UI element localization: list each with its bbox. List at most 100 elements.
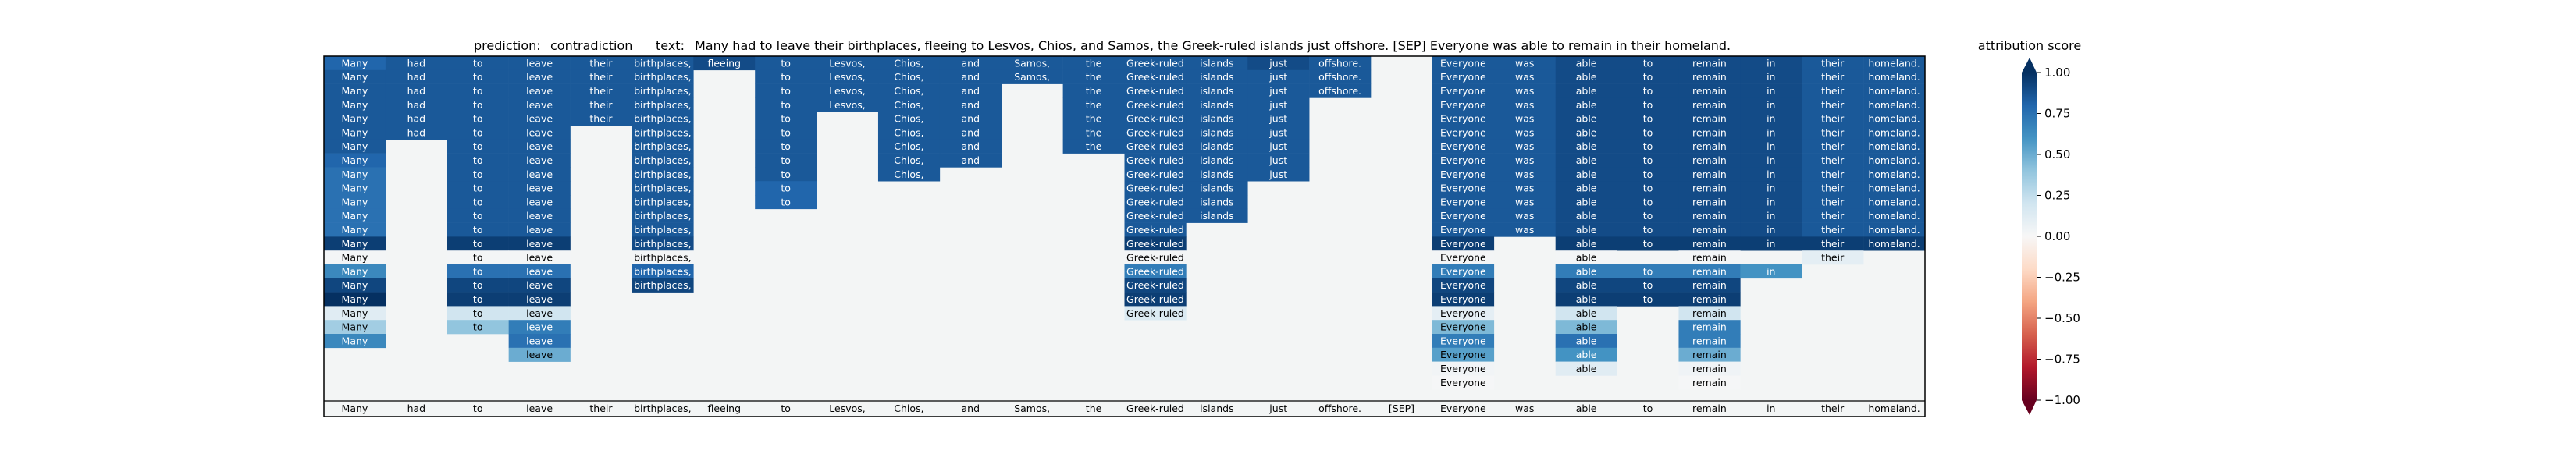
heatmap-cell-label: their <box>1821 140 1845 152</box>
heatmap-cell-label: the <box>1086 85 1102 97</box>
heatmap-cell <box>1740 236 1802 251</box>
text-label: text: <box>656 38 685 53</box>
heatmap-cell <box>1863 139 1926 154</box>
heatmap-cell <box>1863 112 1926 126</box>
heatmap-cell <box>1555 112 1617 126</box>
heatmap-cell-label: to <box>781 183 791 194</box>
heatmap-cell <box>385 56 448 71</box>
heatmap-cell-label: homeland. <box>1868 140 1920 152</box>
heatmap-cell-label: to <box>473 168 483 180</box>
heatmap-cell <box>755 167 817 182</box>
heatmap-cell-label: was <box>1515 154 1534 166</box>
heatmap-cell-label: and <box>962 113 980 125</box>
heatmap-cell <box>939 98 1002 112</box>
heatmap-cell <box>632 195 694 210</box>
heatmap-cell <box>1432 264 1495 279</box>
heatmap-cell-label: in <box>1767 126 1775 138</box>
heatmap-cell-label: islands <box>1200 99 1234 111</box>
heatmap-cell-label: Everyone <box>1440 196 1486 207</box>
heatmap-cell <box>1863 236 1926 251</box>
colorbar-extend-top <box>2022 58 2037 73</box>
heatmap-cell <box>1432 83 1495 98</box>
heatmap-cell-label: Greek-ruled <box>1126 265 1184 277</box>
heatmap-cell-label: leave <box>526 154 553 166</box>
heatmap-cell <box>632 126 694 140</box>
heatmap-cell-label: birthplaces, <box>634 196 692 207</box>
heatmap-cell-label: to <box>1643 196 1653 207</box>
heatmap-cell-label: their <box>589 71 613 83</box>
heatmap-cell <box>1678 320 1741 335</box>
heatmap-cell-label: Everyone <box>1440 265 1486 277</box>
heatmap-cell-label: islands <box>1200 113 1234 125</box>
heatmap-cell-label: remain <box>1692 57 1727 69</box>
heatmap-cell-label: had <box>407 71 426 83</box>
heatmap-cell <box>324 181 386 196</box>
heatmap-cell <box>385 112 448 126</box>
heatmap-cell-label: in <box>1767 57 1775 69</box>
token-label: had <box>407 402 426 414</box>
heatmap-cell <box>447 153 509 168</box>
heatmap-cell <box>1493 83 1556 98</box>
heatmap-cell <box>1740 181 1802 196</box>
heatmap-cell-label: Samos, <box>1014 71 1050 83</box>
colorbar-tick-label: 0.00 <box>2044 229 2070 243</box>
heatmap-cell <box>1802 195 1864 210</box>
heatmap-cell-label: remain <box>1692 335 1727 346</box>
heatmap-cell <box>1186 83 1248 98</box>
heatmap-cell <box>508 264 571 279</box>
heatmap-cell-label: able <box>1576 335 1597 346</box>
heatmap-cell-label: Greek-ruled <box>1126 85 1184 97</box>
heatmap-cell <box>447 320 509 335</box>
heatmap-cell <box>1740 264 1802 279</box>
heatmap-cell-label: leave <box>526 210 553 222</box>
heatmap-cell <box>1493 195 1556 210</box>
heatmap-cell-label: Greek-ruled <box>1126 57 1184 69</box>
heatmap-cell-label: the <box>1086 140 1102 152</box>
heatmap-cell <box>1186 112 1248 126</box>
colorbar-tick-label: −1.00 <box>2044 393 2080 407</box>
token-label: islands <box>1200 402 1234 414</box>
heatmap-cell <box>1678 222 1741 237</box>
heatmap-cell-label: islands <box>1200 196 1234 207</box>
heatmap-cell <box>632 56 694 71</box>
heatmap-cell <box>447 250 509 265</box>
token-label: Chios, <box>894 402 923 414</box>
heatmap-cell <box>1247 153 1310 168</box>
heatmap-cell <box>385 98 448 112</box>
heatmap-cell <box>1555 126 1617 140</box>
token-label: remain <box>1692 402 1727 414</box>
heatmap-cell-label: was <box>1515 99 1534 111</box>
colorbar-tick-label: −0.75 <box>2044 353 2080 367</box>
heatmap-cell <box>1124 236 1187 251</box>
heatmap-cell-label: Everyone <box>1440 279 1486 291</box>
heatmap-cell-label: was <box>1515 126 1534 138</box>
heatmap-cell <box>1802 167 1864 182</box>
heatmap-cell <box>1802 69 1864 84</box>
heatmap-cell <box>1678 292 1741 307</box>
heatmap-cell <box>447 195 509 210</box>
colorbar: attribution score 1.00 0.75 0.50 0.25 0.00 −0… <box>1978 38 2081 415</box>
heatmap-cell-label: remain <box>1692 154 1727 166</box>
heatmap-cell-label: their <box>1821 168 1845 180</box>
heatmap-cell <box>1678 181 1741 196</box>
heatmap-cell-label: to <box>1643 154 1653 166</box>
heatmap-cell <box>1617 83 1679 98</box>
heatmap-cell-label: islands <box>1200 71 1234 83</box>
heatmap-cell-label: homeland. <box>1868 224 1920 236</box>
heatmap-cell <box>1740 222 1802 237</box>
heatmap-cell <box>1062 112 1125 126</box>
heatmap-cell <box>508 167 571 182</box>
heatmap-cell <box>693 56 756 71</box>
heatmap-cell-label: to <box>1643 140 1653 152</box>
token-label: was <box>1515 402 1534 414</box>
heatmap-cell <box>939 112 1002 126</box>
heatmap-cell-label: leave <box>526 99 553 111</box>
heatmap-cell <box>1124 222 1187 237</box>
heatmap-cell-label: Everyone <box>1440 99 1486 111</box>
heatmap-cell-label: Chios, <box>894 113 923 125</box>
heatmap-cell-label: Everyone <box>1440 71 1486 83</box>
heatmap-cell-label: Greek-ruled <box>1126 238 1184 250</box>
heatmap-cell <box>1678 334 1741 349</box>
heatmap-cell <box>1124 83 1187 98</box>
